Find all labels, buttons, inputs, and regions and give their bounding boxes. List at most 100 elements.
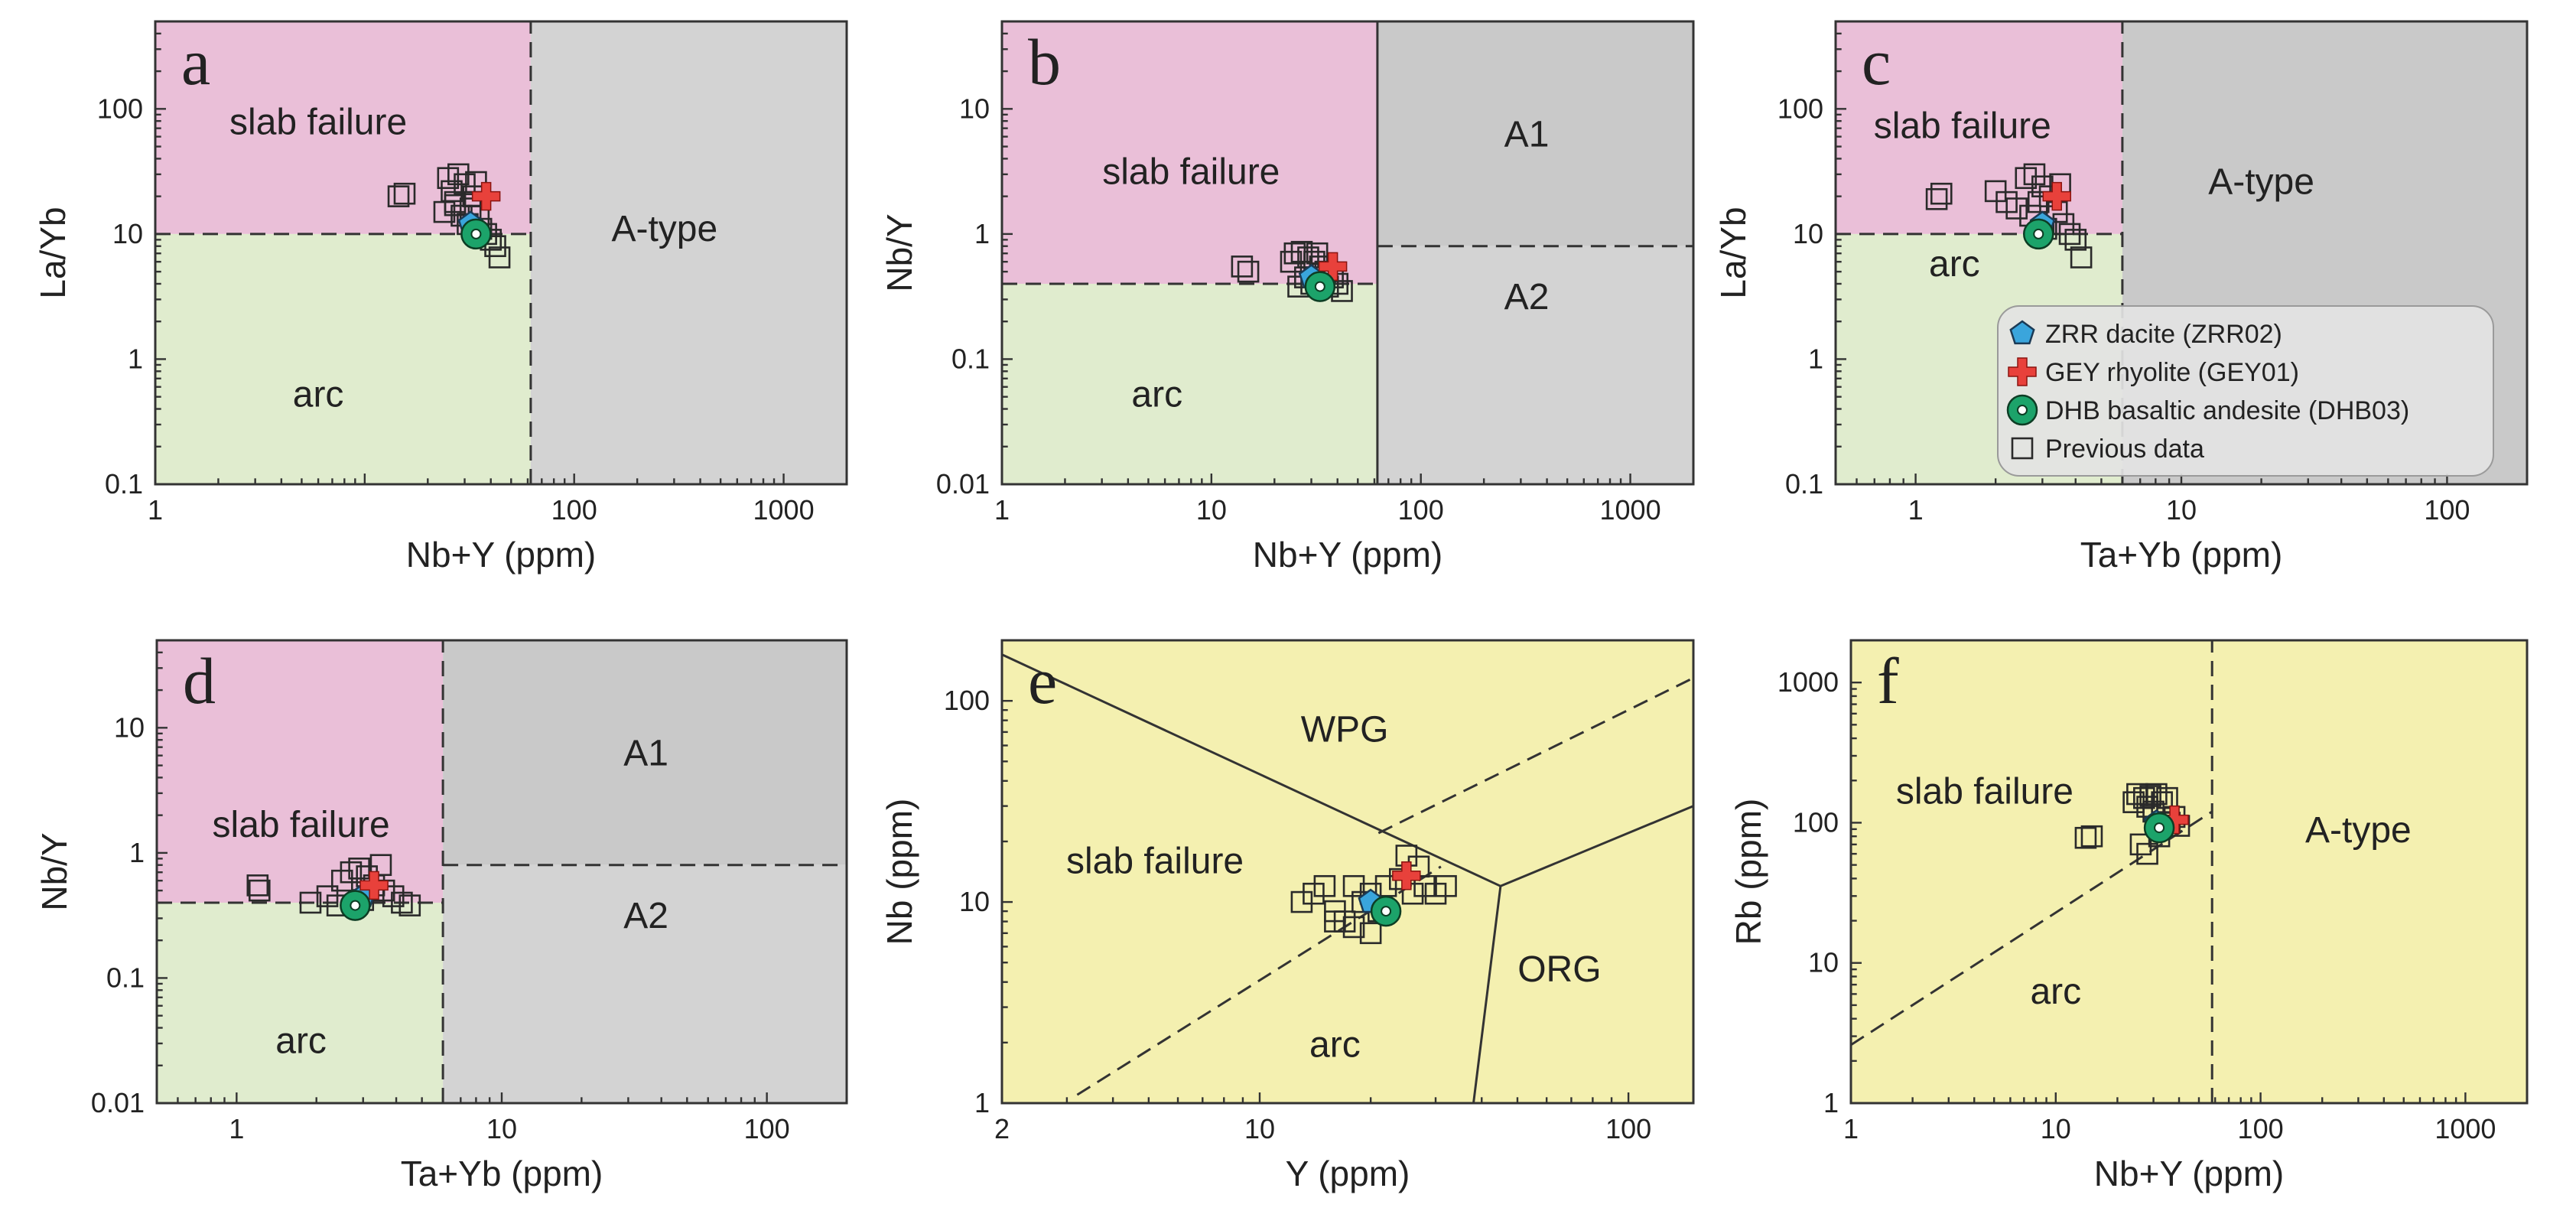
x-tick-label: 100	[1398, 494, 1444, 526]
panel-b: slab failure A1 A2 arc 1 10 100 1000 0.01 0.1 1 10 N…	[880, 20, 1695, 575]
zone-slab-failure	[157, 640, 444, 903]
zone-label: ORG	[1517, 949, 1601, 990]
legend-item: GEY rhyolite (GEY01)	[2008, 357, 2299, 387]
previous-data-marker	[488, 246, 511, 269]
gey-rhyolite-marker	[471, 181, 501, 211]
x-tick-label: 10	[2166, 494, 2197, 526]
panel-label: e	[1028, 644, 1057, 718]
previous-data-marker	[393, 182, 416, 205]
previous-data-marker	[246, 874, 269, 897]
y-tick-label: 10	[114, 711, 145, 743]
boundary-line	[1851, 810, 2213, 1047]
zone-label: A1	[1504, 114, 1550, 155]
x-tick-label: 100	[2424, 494, 2470, 526]
x-tick-label: 1	[994, 494, 1010, 526]
previous-data-marker	[2136, 842, 2158, 865]
previous-data-marker	[2080, 825, 2103, 848]
zone-label: A2	[623, 896, 668, 936]
y-axis-label: Rb (ppm)	[1729, 799, 1768, 946]
previous-data-marker	[2070, 246, 2093, 269]
panel-c: slab failure A-type arc 1 10 100 0.1 1 10 100 Ta+Y…	[1713, 20, 2529, 575]
previous-data-marker	[1930, 182, 1953, 205]
zone-arc	[1002, 283, 1377, 484]
plot-frame	[1000, 639, 1695, 1105]
x-axis-label: Ta+Yb (ppm)	[2080, 535, 2283, 575]
y-tick-label: 1	[128, 343, 143, 374]
previous-data-marker	[1359, 922, 1382, 945]
zone-label: WPG	[1301, 710, 1389, 750]
panel-label: d	[183, 644, 216, 718]
panel-d: slab failure A1 A2 arc 1 10 100 0.01 0.1 1 10 Ta+Yb…	[34, 639, 848, 1193]
previous-data-marker	[2064, 229, 2087, 251]
x-tick-label: 100	[744, 1113, 790, 1144]
previous-data-marker	[387, 185, 410, 207]
previous-data-marker	[248, 879, 271, 902]
previous-data-marker	[2023, 163, 2046, 186]
zone-label: arc	[275, 1021, 327, 1062]
previous-data-marker	[1303, 882, 1325, 905]
zone-label: slab failure	[1102, 152, 1280, 193]
previous-data-marker	[2005, 197, 2028, 220]
panel-label: c	[1862, 25, 1891, 99]
gey-rhyolite-marker	[1318, 252, 1348, 282]
y-tick-label: 100	[1778, 93, 1823, 124]
gey-rhyolite-marker	[1392, 861, 1421, 890]
x-tick-label: 100	[551, 494, 597, 526]
x-tick-label: 1	[1908, 494, 1924, 526]
y-axis-label: La/Yb	[33, 207, 73, 298]
boundary-line	[1002, 653, 1501, 887]
zone-label: arc	[293, 374, 344, 415]
y-axis-label: Nb/Y	[880, 213, 919, 291]
legend-item: Previous data	[2011, 435, 2204, 464]
legend-label: GEY rhyolite (GEY01)	[2045, 358, 2299, 387]
previous-data-marker	[2058, 223, 2081, 246]
dhb-basaltic-andesite-marker	[340, 890, 371, 921]
zone-label: arc	[1309, 1024, 1361, 1065]
dhb-basaltic-andesite-marker	[460, 218, 492, 250]
x-axis-label: Nb+Y (ppm)	[2094, 1154, 2284, 1193]
previous-data-marker	[1342, 916, 1365, 939]
x-tick-label: 10	[486, 1113, 517, 1144]
previous-data-marker	[1324, 910, 1346, 933]
boundary-line	[1377, 676, 1693, 835]
panel-label: b	[1028, 25, 1061, 99]
x-tick-label: 10	[1244, 1113, 1275, 1144]
previous-data-marker	[369, 854, 392, 877]
panel-label: f	[1877, 644, 1899, 718]
previous-data-marker	[444, 194, 467, 216]
dhb-basaltic-andesite-marker	[1370, 895, 1402, 927]
y-tick-label: 1	[129, 837, 145, 868]
previous-data-marker	[1231, 256, 1254, 278]
previous-data-marker	[340, 861, 363, 884]
y-tick-label: 0.01	[936, 468, 990, 500]
y-tick-label: 1	[974, 218, 990, 249]
zone-a1	[443, 640, 847, 865]
boundary-line	[1472, 886, 1502, 1103]
x-tick-label: 1000	[1600, 494, 1661, 526]
zone-label: A-type	[2208, 161, 2314, 202]
legend-item: DHB basaltic andesite (DHB03)	[2006, 394, 2409, 426]
previous-data-marker	[1925, 187, 1948, 210]
x-tick-label: 1000	[2435, 1113, 2496, 1144]
dhb-basaltic-andesite-marker	[2006, 394, 2038, 426]
x-tick-label: 1	[1843, 1113, 1859, 1144]
zone-arc	[155, 233, 531, 484]
zone-whole-field	[1851, 640, 2527, 1103]
x-tick-label: 100	[1605, 1113, 1651, 1144]
y-tick-label: 0.1	[951, 343, 990, 374]
x-axis-label: Y (ppm)	[1286, 1154, 1410, 1193]
zone-slab-failure	[1002, 21, 1377, 284]
y-tick-label: 10	[1793, 218, 1823, 249]
previous-data-marker	[1401, 882, 1424, 905]
legend-box	[1997, 305, 2494, 477]
previous-data-marker	[1237, 260, 1260, 283]
zone-a-type	[530, 21, 847, 484]
zone-a2	[1377, 246, 1693, 484]
gey-rhyolite-marker	[2042, 181, 2071, 211]
legend-item: ZRR dacite (ZRR02)	[2009, 320, 2282, 349]
legend: ZRR dacite (ZRR02) GEY rhyolite (GEY01) DH…	[1997, 305, 2494, 477]
previous-data-marker	[398, 894, 421, 916]
y-tick-label: 10	[1808, 947, 1839, 978]
zone-label: slab failure	[1896, 772, 2073, 812]
